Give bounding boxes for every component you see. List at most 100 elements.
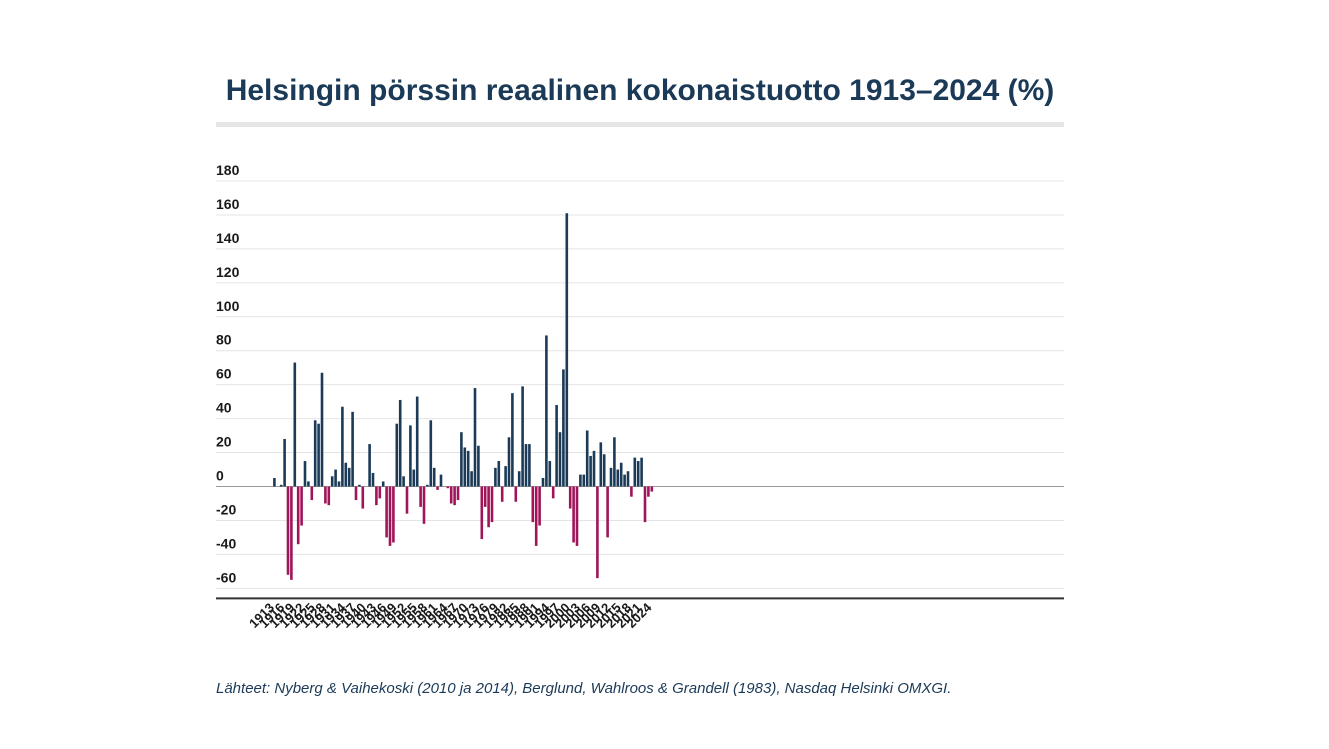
bar-1975 xyxy=(480,486,484,540)
bar-1929 xyxy=(324,486,327,504)
bar-1987 xyxy=(521,386,524,487)
bar-1976 xyxy=(483,486,487,507)
y-tick-label: -40 xyxy=(216,535,236,551)
bar-1932 xyxy=(334,469,337,487)
bar-1921 xyxy=(296,486,300,545)
bar-1939 xyxy=(358,484,361,487)
bar-1927 xyxy=(317,423,320,487)
bar-2007 xyxy=(589,455,592,487)
bar-1956 xyxy=(415,396,419,487)
bar-1946 xyxy=(381,481,385,487)
bar-2002 xyxy=(572,486,575,543)
bar-2006 xyxy=(585,430,589,487)
y-tick-label: -20 xyxy=(216,501,236,517)
bar-1955 xyxy=(412,469,416,487)
bar-1938 xyxy=(354,486,358,501)
bar-1953 xyxy=(405,486,409,514)
bar-1950 xyxy=(395,423,399,487)
bar-1928 xyxy=(320,372,324,487)
y-tick-label: 0 xyxy=(216,468,224,484)
bar-1980 xyxy=(497,461,501,487)
bar-1988 xyxy=(524,444,528,487)
bar-1958 xyxy=(422,486,426,524)
bar-1923 xyxy=(303,461,307,487)
x-axis-ticks: 1913191619191922192519281931193419371940… xyxy=(246,599,655,631)
bar-1917 xyxy=(283,438,286,487)
bar-1994 xyxy=(545,335,548,487)
bar-1977 xyxy=(487,486,490,528)
bar-1926 xyxy=(313,420,317,487)
bar-1996 xyxy=(551,486,555,499)
bar-1993 xyxy=(541,478,545,487)
bar-1943 xyxy=(371,472,375,487)
bar-1940 xyxy=(361,486,365,509)
bar-1991 xyxy=(534,486,538,546)
bar-2021 xyxy=(636,461,640,487)
y-tick-label: 160 xyxy=(216,196,240,212)
bar-1999 xyxy=(562,369,565,487)
y-tick-label: 60 xyxy=(216,366,232,382)
bar-1967 xyxy=(453,486,456,506)
source-note: Lähteet: Nyberg & Vaihekoski (2010 ja 20… xyxy=(216,680,952,697)
bar-1966 xyxy=(449,486,453,504)
bar-2011 xyxy=(602,454,606,487)
bar-1970 xyxy=(463,447,467,487)
chart-title: Helsingin pörssin reaalinen kokonaistuot… xyxy=(225,74,1055,107)
bar-1969 xyxy=(460,432,463,487)
bar-1971 xyxy=(466,450,470,487)
bar-1982 xyxy=(504,466,507,487)
y-tick-label: 120 xyxy=(216,264,240,280)
bar-2012 xyxy=(606,486,609,538)
bar-2010 xyxy=(599,442,603,487)
bar-1968 xyxy=(456,486,460,501)
y-axis-ticks: 180 160 140 120 100 80 60 40 20 0 -20 -40 -60 xyxy=(216,162,240,585)
bar-2014 xyxy=(613,437,616,487)
y-tick-label: 140 xyxy=(216,230,240,246)
y-tick-label: 180 xyxy=(216,162,240,178)
bar-1960 xyxy=(429,420,433,487)
bar-1992 xyxy=(538,486,541,526)
bar-1963 xyxy=(439,474,443,487)
bar-1978 xyxy=(490,486,494,523)
y-tick-label: -60 xyxy=(216,569,236,585)
bar-1918 xyxy=(286,486,290,575)
bar-1948 xyxy=(388,486,392,546)
bar-2025 xyxy=(650,486,654,492)
bar-2020 xyxy=(633,457,637,487)
y-tick-label: 40 xyxy=(216,400,232,416)
bar-2000 xyxy=(565,213,569,487)
bar-1942 xyxy=(368,444,371,487)
bar-1947 xyxy=(385,486,388,538)
bar-1920 xyxy=(293,362,297,487)
bar-1922 xyxy=(300,486,303,526)
bar-1989 xyxy=(528,444,531,487)
bar-1998 xyxy=(558,432,562,487)
bar-1959 xyxy=(426,484,429,487)
bar-2001 xyxy=(568,486,572,509)
gridlines xyxy=(216,180,1064,600)
bar-2018 xyxy=(626,471,630,487)
title-divider xyxy=(216,122,1064,127)
bar-2004 xyxy=(579,474,582,487)
bar-1925 xyxy=(310,486,314,501)
bar-1997 xyxy=(555,405,558,487)
bar-2008 xyxy=(592,450,596,487)
bar-1962 xyxy=(436,486,439,490)
bar-1983 xyxy=(507,437,511,487)
bar-1935 xyxy=(344,462,348,487)
bar-1951 xyxy=(398,399,402,487)
bar-2016 xyxy=(619,462,623,487)
bar-1995 xyxy=(548,461,552,487)
bar-2017 xyxy=(623,474,626,487)
bar-1957 xyxy=(419,486,422,507)
bar-1924 xyxy=(307,481,310,487)
bar-1974 xyxy=(477,445,480,487)
bar-2003 xyxy=(575,486,579,546)
bar-1945 xyxy=(378,486,382,499)
bar-1981 xyxy=(500,486,504,502)
y-tick-label: 20 xyxy=(216,434,232,450)
bar-1933 xyxy=(337,481,341,487)
bar-1930 xyxy=(327,486,331,506)
bar-1985 xyxy=(514,486,518,502)
